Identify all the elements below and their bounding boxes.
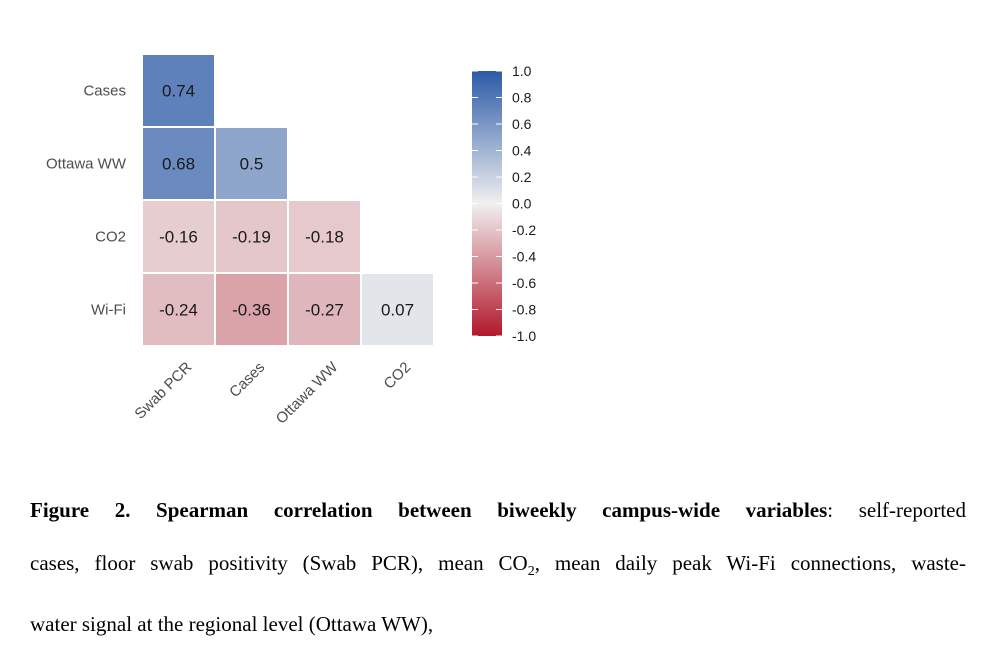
caption-line-2: cases, floor swab positivity (Swab PCR),… (30, 537, 966, 598)
cell-value-label: -0.19 (232, 228, 271, 247)
colorbar-tick-label: 0.6 (512, 116, 532, 132)
column-label: Cases (226, 359, 268, 401)
cell-value-label: 0.5 (240, 155, 264, 174)
heatmap-cell (214, 272, 289, 347)
heatmap-cell (141, 53, 216, 128)
cell-value-label: -0.16 (159, 228, 198, 247)
cell-value-label: -0.18 (305, 228, 344, 247)
cell-value-label: -0.24 (159, 301, 198, 320)
figure-caption: Figure 2. Spearman correlation between b… (30, 484, 966, 651)
colorbar-tick-label: -0.4 (512, 249, 536, 265)
row-label: CO2 (95, 229, 126, 246)
cell-value-label: 0.74 (162, 82, 195, 101)
caption-text-2b: , mean daily peak Wi-Fi connections, was… (534, 551, 966, 575)
cell-value-label: 0.07 (381, 301, 414, 320)
column-labels: Swab PCR Cases Ottawa WW CO2 (131, 358, 414, 427)
colorbar-tick-label: -0.2 (512, 222, 536, 238)
row-label: Cases (83, 83, 126, 100)
colorbar: 1.0 0.8 0.6 0.4 0.2 0.0 -0.2 -0.4 -0.6 -0.8 -1.0 (472, 63, 536, 344)
column-label: Ottawa WW (273, 358, 342, 427)
caption-title: Figure 2. Spearman correlation between b… (30, 498, 828, 522)
colorbar-tick-label: 0.8 (512, 90, 532, 106)
caption-line-1: Figure 2. Spearman correlation between b… (30, 484, 966, 537)
heatmap-cell (287, 272, 362, 347)
cell-value-label: -0.36 (232, 301, 271, 320)
colorbar-tick-label: -0.8 (512, 302, 536, 318)
caption-text-2a: cases, floor swab positivity (Swab PCR),… (30, 551, 528, 575)
heatmap-cell (287, 199, 362, 274)
colorbar-tick-label: 0.4 (512, 143, 532, 159)
heatmap-cell (360, 272, 435, 347)
heatmap-cells: 0.74 0.68 0.5 -0.16 -0.19 -0.18 -0.24 -0.36 -0.2… (141, 53, 435, 347)
colorbar-tick-label: -0.6 (512, 275, 536, 291)
caption-text-1: : self-reported (827, 498, 966, 522)
column-label: CO2 (380, 359, 414, 393)
colorbar-tick-label: 0.2 (512, 169, 532, 185)
caption-line-3: water signal at the regional level (Otta… (30, 598, 966, 651)
correlation-heatmap: 0.74 0.68 0.5 -0.16 -0.19 -0.18 -0.24 -0.36 -0.2… (46, 53, 536, 427)
column-label: Swab PCR (131, 359, 195, 423)
colorbar-tick-label: 0.0 (512, 196, 532, 212)
cell-value-label: -0.27 (305, 301, 344, 320)
caption-text-3: water signal at the regional level (Otta… (30, 612, 434, 637)
row-label: Ottawa WW (46, 156, 127, 173)
colorbar-tick-label: 1.0 (512, 63, 532, 79)
colorbar-tick-label: -1.0 (512, 328, 536, 344)
cell-value-label: 0.68 (162, 155, 195, 174)
heatmap-cell (141, 272, 216, 347)
caption-subscript: 2 (527, 564, 535, 580)
row-label: Wi-Fi (91, 302, 126, 319)
heatmap-cell (141, 126, 216, 201)
row-labels: Cases Ottawa WW CO2 Wi-Fi (46, 83, 127, 319)
